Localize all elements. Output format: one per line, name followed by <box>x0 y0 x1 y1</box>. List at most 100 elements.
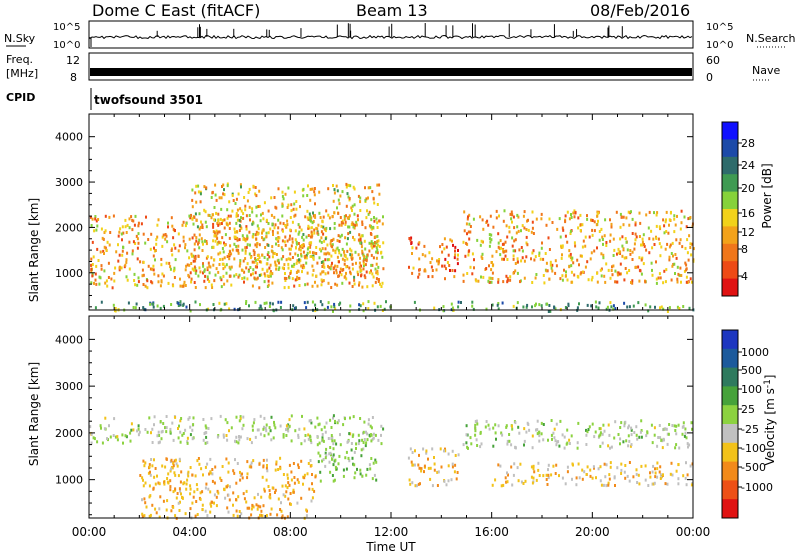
echo-cell <box>687 258 690 262</box>
echo-cell <box>207 261 210 265</box>
echo-cell <box>250 461 253 465</box>
echo-cell <box>148 484 151 488</box>
echo-cell <box>144 501 147 505</box>
echo-cell <box>93 281 95 285</box>
echo-cell <box>378 183 381 187</box>
cpid-label: CPID <box>6 91 35 104</box>
echo-cell <box>310 241 313 245</box>
echo-cell <box>422 447 425 451</box>
echo-cell <box>112 434 115 437</box>
echo-cell <box>350 448 353 452</box>
echo-cell <box>575 476 578 480</box>
echo-cell <box>608 433 611 437</box>
echo-cell <box>462 443 465 447</box>
echo-cell <box>149 473 152 477</box>
echo-cell <box>284 243 287 247</box>
echo-cell <box>310 226 313 230</box>
echo-cell <box>274 205 277 209</box>
echo-cell <box>96 247 99 251</box>
echo-cell <box>188 237 191 241</box>
echo-cell <box>294 238 297 242</box>
echo-cell <box>502 280 505 284</box>
echo-cell <box>542 274 545 277</box>
echo-cell <box>690 421 693 425</box>
echo-cell <box>491 254 494 258</box>
echo-cell <box>333 439 336 443</box>
echo-cell <box>456 262 459 266</box>
echo-cell <box>207 307 210 311</box>
echo-cell <box>444 449 447 453</box>
echo-cell <box>351 285 354 288</box>
echo-cell <box>114 309 117 313</box>
echo-cell <box>185 264 188 268</box>
echo-cell <box>252 184 255 188</box>
echo-cell <box>512 257 515 261</box>
echo-cell <box>467 230 470 234</box>
echo-cell <box>625 240 628 244</box>
echo-cell <box>237 192 240 196</box>
echo-cell <box>166 240 169 244</box>
echo-cell <box>538 474 541 477</box>
echo-cell <box>359 417 362 420</box>
echo-cell <box>246 472 249 476</box>
colorbar-swatch <box>722 442 738 463</box>
echo-cell <box>521 224 524 228</box>
echo-cell <box>334 307 337 311</box>
echo-cell <box>165 415 168 418</box>
echo-cell <box>121 238 123 242</box>
echo-cell <box>267 283 270 287</box>
echo-cell <box>193 490 196 494</box>
echo-cell <box>449 269 451 272</box>
echo-cell <box>331 245 334 249</box>
echo-cell <box>311 496 314 500</box>
echo-cell <box>344 222 347 226</box>
echo-cell <box>144 481 147 485</box>
echo-cell <box>684 431 687 435</box>
echo-cell <box>93 229 96 233</box>
echo-cell <box>409 238 412 242</box>
echo-cell <box>251 222 254 226</box>
echo-cell <box>265 218 268 222</box>
echo-cell <box>217 212 220 216</box>
colorbar-swatch <box>722 226 738 245</box>
echo-cell <box>220 222 223 225</box>
echo-cell <box>431 257 434 261</box>
echo-cell <box>527 218 529 222</box>
echo-cell <box>500 484 503 488</box>
echo-cell <box>497 307 500 311</box>
echo-cell <box>620 215 623 219</box>
echo-cell <box>253 276 256 280</box>
power-xticks <box>88 114 694 310</box>
echo-cell <box>377 438 380 442</box>
echo-cell <box>283 286 286 290</box>
echo-cell <box>547 468 549 472</box>
echo-cell <box>152 305 155 309</box>
echo-cell <box>283 276 286 280</box>
echo-cell <box>194 271 197 275</box>
echo-cell <box>320 278 323 282</box>
echo-cell <box>287 266 290 270</box>
echo-cell <box>280 501 282 505</box>
echo-cell <box>331 436 334 440</box>
echo-cell <box>310 235 313 239</box>
echo-cell <box>371 416 374 419</box>
echo-cell <box>321 303 324 307</box>
echo-cell <box>208 214 211 217</box>
echo-cell <box>629 249 632 252</box>
echo-cell <box>571 256 574 260</box>
echo-cell <box>300 228 303 232</box>
echo-cell <box>451 449 454 453</box>
echo-cell <box>352 185 355 189</box>
echo-cell <box>297 269 300 273</box>
echo-cell <box>199 497 202 501</box>
echo-cell <box>260 213 262 217</box>
echo-cell <box>239 207 242 211</box>
echo-cell <box>281 239 284 243</box>
echo-cell <box>225 222 228 226</box>
echo-cell <box>380 424 383 428</box>
echo-cell <box>174 246 177 250</box>
echo-cell <box>113 417 116 421</box>
echo-cell <box>217 223 220 227</box>
echo-cell <box>305 235 308 239</box>
echo-cell <box>99 276 102 280</box>
